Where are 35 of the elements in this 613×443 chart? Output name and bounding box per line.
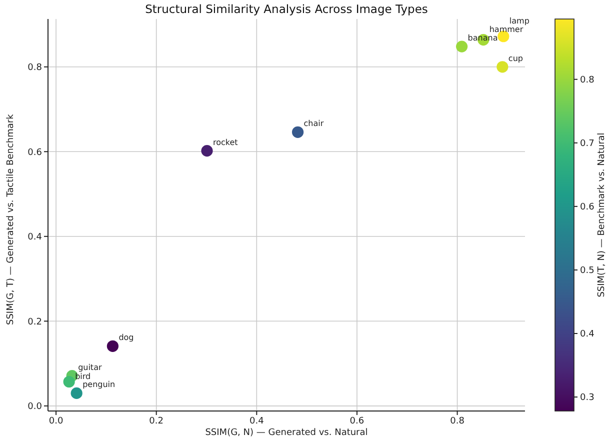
color-bar-label: 0.8 [580,75,595,86]
y-tick-label: 0.2 [28,317,42,328]
point [292,126,304,138]
x-axis-title: SSIM(G, N) — Generated vs. Natural [205,428,368,438]
point [70,387,82,399]
color-bar-label: 0.4 [580,329,595,340]
color-bar-label: 0.5 [580,266,594,276]
annotation: dog [118,333,134,342]
x-tick-label: 0.2 [149,416,164,426]
color-bar-title: SSIM(T, N) — Benchmark vs. Natural [597,132,607,298]
chart-title: Structural Similarity Analysis Across Image Types [144,2,429,16]
point [106,340,119,352]
y-tick-label: 0.6 [28,148,42,158]
x-tick-label: 0.8 [450,416,465,426]
y-tick-label: 0.0 [28,402,42,412]
y-tick-label: 0.8 [28,63,42,74]
point [63,376,75,388]
annotation: rocket [213,138,238,147]
point [456,40,468,52]
annotation: chair [304,119,324,128]
x-tick-label: 0.0 [48,416,64,426]
annotation: lamp [509,16,530,26]
annotation: hammer [489,24,524,34]
point [496,61,508,73]
annotation: guitar [78,362,102,372]
color-bar-label: 0.7 [580,138,594,149]
y-tick-label: 0.4 [28,232,42,243]
y-axis-title: SSIM(G, T) — Generated vs. Tactile Benchmark [6,113,16,325]
point [201,144,213,157]
x-tick-label: 0.6 [350,416,364,426]
annotation: penguin [82,380,116,390]
color-bar-label: 0.6 [580,202,595,212]
x-tick-label: 0.4 [249,416,264,426]
annotation: cup [508,54,523,63]
color-bar-label: 0.3 [580,393,594,404]
